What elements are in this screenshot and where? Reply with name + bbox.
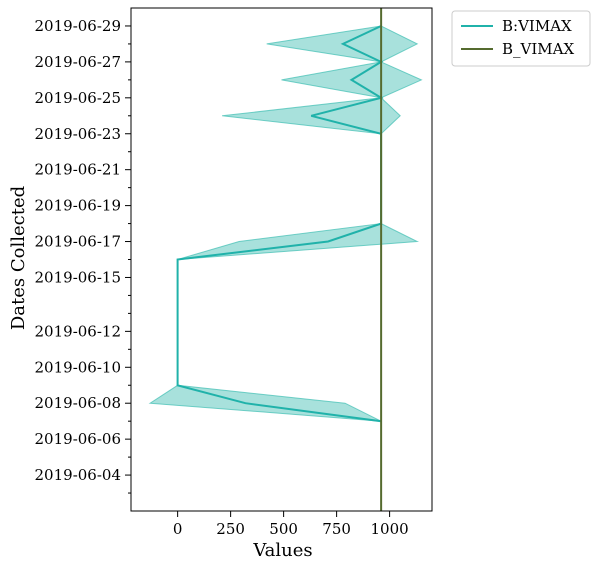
y-tick-label: 2019-06-10 <box>35 358 121 376</box>
legend: B:VIMAX B_VIMAX <box>451 10 591 67</box>
plot-area <box>148 8 423 511</box>
axes: 0 250 500 750 1000 2019-06-04 2019-06-06 2019-0… <box>35 7 433 538</box>
y-tick-label: 2019-06-17 <box>35 233 121 251</box>
legend-label-b-vimax: B:VIMAX <box>502 17 572 35</box>
y-tick-label: 2019-06-04 <box>35 466 121 484</box>
y-tick-label: 2019-06-12 <box>35 322 121 340</box>
y-tick-label: 2019-06-23 <box>35 125 121 143</box>
x-tick-label: 1000 <box>371 520 409 538</box>
legend-label-b_vimax: B_VIMAX <box>502 40 574 58</box>
x-axis-title: Values <box>252 540 312 561</box>
y-tick-label: 2019-06-06 <box>35 430 121 448</box>
y-tick-label: 2019-06-08 <box>35 394 121 412</box>
y-tick-label: 2019-06-27 <box>35 53 121 71</box>
y-tick-label: 2019-06-29 <box>35 17 121 35</box>
x-tick-label: 250 <box>216 520 245 538</box>
legend-frame <box>451 10 591 67</box>
y-tick-label: 2019-06-19 <box>35 197 121 215</box>
y-tick-label: 2019-06-25 <box>35 89 121 107</box>
y-tick-label: 2019-06-21 <box>35 161 121 179</box>
y-tick-label: 2019-06-15 <box>35 268 121 286</box>
x-tick-label: 500 <box>269 520 298 538</box>
y-axis-title: Dates Collected <box>8 186 29 330</box>
x-tick-label: 0 <box>173 520 183 538</box>
x-tick-label: 750 <box>322 520 351 538</box>
